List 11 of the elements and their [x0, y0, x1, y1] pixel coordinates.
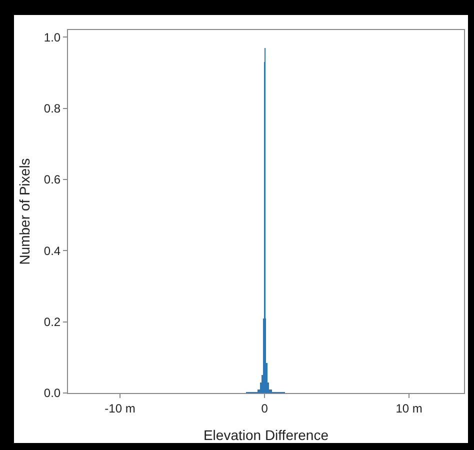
y-tick-label: 0.0 [44, 386, 61, 400]
y-tick-label: 0.4 [44, 244, 61, 258]
x-tick-label: 10 m [396, 401, 422, 416]
y-axis-title: Number of Pixels [16, 158, 33, 265]
y-tick-label: 0.6 [44, 172, 61, 187]
y-tick-label: 0.8 [44, 101, 61, 116]
y-tick-label: 1.0 [44, 30, 61, 44]
y-tick-label: 0.2 [44, 315, 61, 330]
x-axis-title: Elevation Difference [203, 427, 329, 443]
x-tick-label: 0 [261, 401, 268, 416]
x-tick-label: -10 m [104, 401, 136, 416]
